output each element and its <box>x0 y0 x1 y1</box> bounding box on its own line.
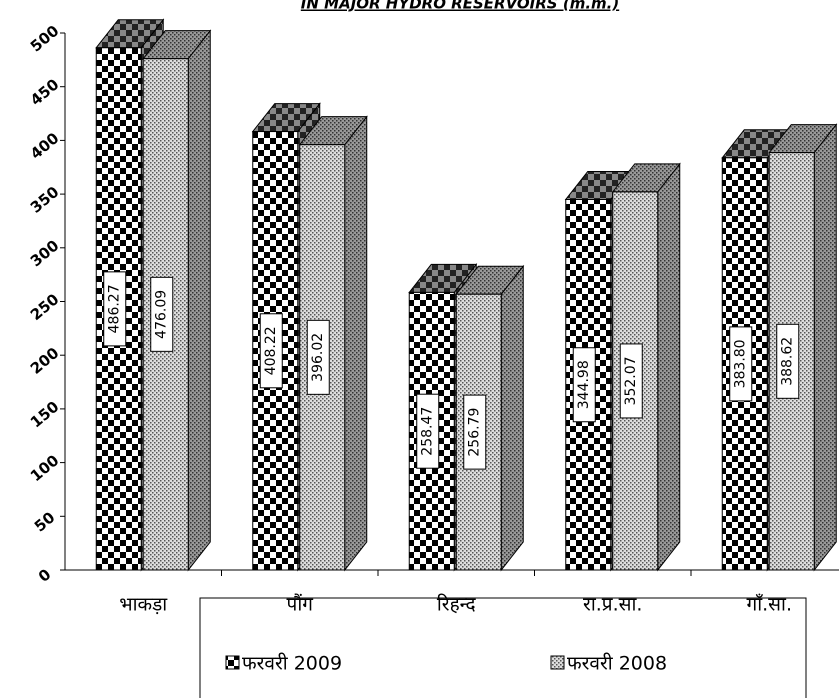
value-label-box <box>572 347 596 423</box>
chart-title: IN MAJOR HYDRO RESERVOIRS (m.m.) <box>301 0 619 13</box>
y-tick-label: 300 <box>27 236 63 270</box>
y-tick-label: 100 <box>27 451 63 485</box>
value-label: 344.98 <box>576 360 592 409</box>
value-label: 396.02 <box>310 333 326 382</box>
y-tick-label: 50 <box>31 508 59 535</box>
bar-side <box>813 123 837 572</box>
x-tick-label: रिहन्द <box>437 593 477 616</box>
value-label-box <box>306 319 330 395</box>
bar-side <box>500 264 524 572</box>
y-tick-label: 250 <box>27 290 63 324</box>
x-tick-label: रा.प्र.सा. <box>583 594 642 616</box>
y-tick-label: 0 <box>35 565 55 585</box>
value-label: 352.07 <box>623 356 639 405</box>
x-tick-label: गाँ.सा. <box>747 593 792 616</box>
value-label-box <box>619 343 643 419</box>
value-label-box <box>416 393 440 469</box>
value-label: 388.62 <box>780 337 796 386</box>
value-label-box <box>150 276 174 352</box>
x-tick-label: पौंग <box>287 593 314 616</box>
legend-box <box>199 597 807 698</box>
value-label: 258.47 <box>420 407 436 456</box>
legend-label: फरवरी 2008 <box>567 652 667 675</box>
y-tick-label: 500 <box>27 22 63 56</box>
value-label: 383.80 <box>733 339 749 388</box>
value-label-box <box>103 271 127 347</box>
y-tick-label: 400 <box>27 129 63 163</box>
value-label-box <box>776 323 800 399</box>
y-tick-label: 450 <box>27 75 63 109</box>
value-label: 256.79 <box>467 408 483 457</box>
value-label: 476.09 <box>154 290 170 339</box>
y-tick-label: 200 <box>27 344 63 378</box>
bar-side <box>344 115 368 572</box>
y-tick-label: 150 <box>27 398 63 432</box>
value-label-box <box>729 326 753 402</box>
bar-side <box>187 29 211 572</box>
x-tick-label: भाकड़ा <box>119 594 168 616</box>
value-label-box <box>463 394 487 470</box>
bar-side <box>657 162 681 572</box>
legend-swatch <box>550 655 565 670</box>
value-label-box <box>259 313 283 389</box>
y-tick-label: 350 <box>27 183 63 217</box>
legend-swatch <box>225 655 240 670</box>
value-label: 486.27 <box>107 284 123 333</box>
legend-label: फरवरी 2009 <box>242 652 342 675</box>
value-label: 408.22 <box>263 326 279 375</box>
